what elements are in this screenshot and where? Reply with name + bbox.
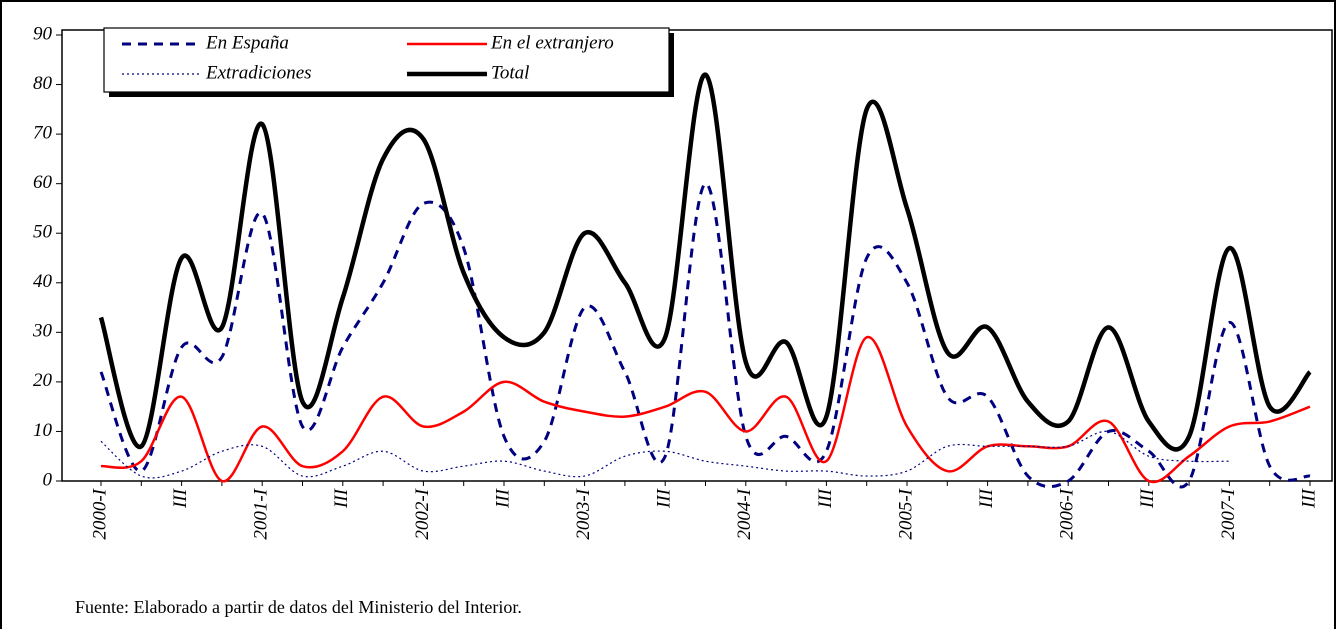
legend-box (103, 27, 670, 93)
y-tick-label: 20 (33, 370, 53, 391)
x-tick-label: III (654, 487, 675, 509)
x-tick-label: 2007-I (1218, 487, 1239, 539)
source-note: Fuente: Elaborado a partir de datos del … (75, 597, 522, 617)
x-tick-label: III (1137, 487, 1158, 509)
legend-label: En España (205, 32, 289, 53)
x-tick-label: III (331, 487, 352, 509)
series-line (98, 72, 1312, 452)
x-tick-label: III (170, 487, 191, 509)
y-tick-label: 0 (43, 469, 53, 490)
x-tick-label: III (492, 487, 513, 509)
x-tick-label: 2000-I (89, 487, 110, 539)
x-tick-label: III (976, 487, 997, 509)
y-tick-label: 90 (33, 23, 53, 44)
y-tick-label: 10 (33, 420, 53, 441)
y-tick-label: 80 (33, 73, 53, 94)
series-line (99, 182, 1311, 489)
y-tick-label: 50 (33, 222, 53, 243)
x-tick-label: 2001-I (251, 487, 272, 539)
y-tick-label: 40 (33, 271, 53, 292)
x-tick-label: 2002-I (412, 487, 433, 539)
x-tick-label: 2003-I (573, 487, 594, 539)
y-tick-label: 30 (32, 321, 53, 342)
y-tick-label: 70 (33, 122, 53, 143)
x-tick-label: 2005-I (895, 487, 916, 539)
y-tick-label: 60 (33, 172, 53, 193)
series-line (100, 336, 1311, 484)
legend-label: Extradiciones (205, 62, 312, 83)
x-tick-label: III (815, 487, 836, 509)
x-tick-label: 2006-I (1057, 487, 1078, 539)
legend-label: En el extranjero (490, 32, 614, 53)
x-tick-label: 2004-I (734, 487, 755, 539)
x-tick-label: III (1298, 487, 1319, 509)
series-line (100, 430, 1230, 479)
legend-label: Total (491, 62, 529, 83)
